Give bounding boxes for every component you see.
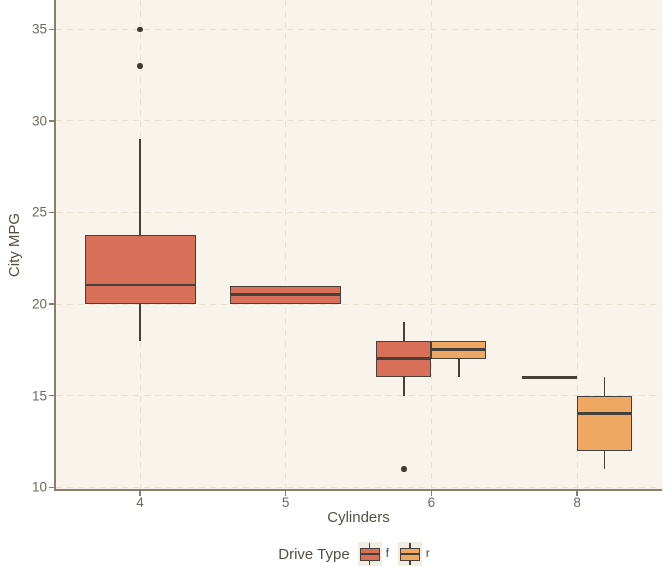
median-4-f — [85, 283, 195, 287]
whisker-upper-6-f — [403, 322, 405, 341]
gridline-x-8 — [576, 0, 578, 490]
median-6-r — [432, 348, 486, 351]
legend-item-label-f: f — [385, 548, 389, 560]
gridline-x-5 — [285, 0, 287, 490]
box-4-f — [84, 235, 196, 305]
x-tick-label-5: 5 — [281, 495, 290, 510]
y-tick-label-30: 30 — [31, 113, 47, 129]
x-tick-mark-6 — [430, 490, 433, 496]
y-tick-mark-35 — [49, 28, 55, 31]
legend-key-median-r — [400, 552, 419, 555]
whisker-lower-4-f — [139, 304, 141, 341]
gridline-y-35 — [55, 28, 662, 30]
x-tick-mark-8 — [576, 490, 578, 496]
legend-key-median-f — [360, 552, 379, 555]
median-5-f — [231, 293, 341, 296]
y-tick-mark-30 — [49, 120, 55, 122]
legend-key-box-r — [399, 547, 420, 561]
y-tick-mark-25 — [49, 211, 55, 214]
whisker-lower-6-r — [458, 359, 460, 378]
y-axis-line — [54, 0, 56, 491]
outlier-dot-4-f — [137, 63, 143, 69]
y-tick-label-10: 10 — [31, 479, 47, 495]
y-tick-mark-15 — [49, 394, 55, 397]
box-6-r — [431, 340, 487, 360]
x-axis-line — [54, 489, 662, 491]
legend-key-f — [357, 542, 382, 566]
median-8-r — [578, 412, 632, 415]
outlier-dot-6-f — [401, 466, 407, 472]
y-tick-label-15: 15 — [31, 388, 47, 404]
box-8-f — [522, 376, 578, 379]
x-tick-label-4: 4 — [136, 495, 144, 510]
x-axis-title: Cylinders — [327, 509, 390, 526]
legend-item-label-r: r — [425, 548, 430, 560]
x-tick-label-6: 6 — [427, 495, 436, 510]
whisker-lower-8-r — [603, 450, 606, 469]
y-tick-label-20: 20 — [31, 296, 47, 312]
whisker-lower-6-f — [403, 377, 405, 396]
x-tick-mark-4 — [139, 490, 141, 496]
y-tick-mark-10 — [49, 486, 55, 488]
box-8-r — [577, 395, 633, 451]
whisker-upper-8-r — [603, 377, 606, 396]
legend-title: Drive Type — [278, 545, 350, 563]
outlier-dot-4-f — [137, 26, 143, 33]
x-tick-mark-5 — [284, 490, 287, 496]
gridline-y-15 — [55, 395, 662, 397]
gridline-y-25 — [55, 211, 662, 213]
legend-key-r — [397, 542, 422, 566]
gridline-y-20 — [55, 303, 662, 305]
legend-key-box-f — [359, 547, 380, 561]
y-tick-mark-20 — [49, 303, 55, 305]
y-tick-label-25: 25 — [31, 204, 47, 220]
median-6-f — [377, 357, 431, 360]
box-5-f — [230, 285, 342, 305]
gridline-y-10 — [55, 486, 662, 488]
y-tick-label-35: 35 — [31, 21, 47, 37]
gridline-x-6 — [430, 0, 432, 490]
plot-panel — [55, 0, 662, 490]
y-axis-title: City MPG — [6, 212, 23, 278]
x-tick-label-8: 8 — [573, 495, 581, 510]
whisker-upper-4-f — [139, 139, 141, 236]
gridline-y-30 — [55, 120, 662, 122]
box-6-f — [376, 340, 432, 378]
